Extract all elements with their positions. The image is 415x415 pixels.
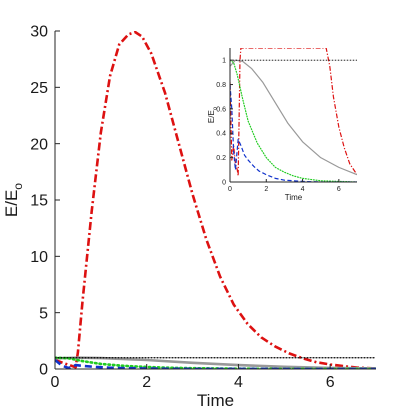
main-x-tick-label: 2 (142, 374, 151, 391)
inset-y-tick-label: 1 (222, 58, 226, 65)
inset-x-axis-label: Time (285, 193, 303, 202)
main-series-0 (55, 31, 376, 369)
main-y-axis-label-sub: o (11, 183, 25, 190)
main-y-tick-label: 10 (30, 249, 48, 266)
inset-x-tick-label: 6 (337, 186, 341, 193)
inset-chart: 0 2 4 6 0 0.2 0.4 0.6 0.8 1 Time E/Eo (207, 48, 357, 202)
main-y-tick-label: 30 (30, 24, 48, 41)
main-x-tick-label: 6 (326, 374, 335, 391)
inset-y-axis-label: E/Eo (207, 107, 218, 123)
main-y-tick-label: 25 (30, 80, 48, 97)
inset-y-tick-label: 0.4 (216, 131, 226, 138)
main-x-tick-label: 0 (51, 374, 60, 391)
main-y-tick-label: 5 (39, 305, 48, 322)
main-y-axis-label: E/Eo (2, 183, 25, 217)
inset-y-axis-label-main: E/E (207, 110, 216, 123)
main-y-tick-label: 20 (30, 136, 48, 153)
inset-y-tick-label: 0.6 (216, 106, 226, 113)
inset-y-tick-label: 0 (222, 179, 226, 186)
inset-series-1 (230, 59, 357, 176)
inset-series-2 (230, 59, 357, 182)
inset-x-tick-label: 4 (301, 186, 305, 193)
main-y-tick-label: 0 (39, 362, 48, 379)
inset-series-0 (230, 48, 357, 177)
inset-plot-area (230, 48, 357, 182)
main-y-tick-label: 15 (30, 193, 48, 210)
inset-y-axis-label-sub: o (212, 107, 218, 110)
inset-y-tick-label: 0.8 (216, 82, 226, 89)
inset-y-tick-label: 0.2 (216, 155, 226, 162)
main-x-axis-label: Time (197, 391, 234, 410)
main-y-axis-label-main: E/E (2, 190, 21, 217)
inset-x-tick-label: 0 (228, 186, 232, 193)
main-x-tick-label: 4 (234, 374, 243, 391)
inset-x-tick-label: 2 (264, 186, 268, 193)
